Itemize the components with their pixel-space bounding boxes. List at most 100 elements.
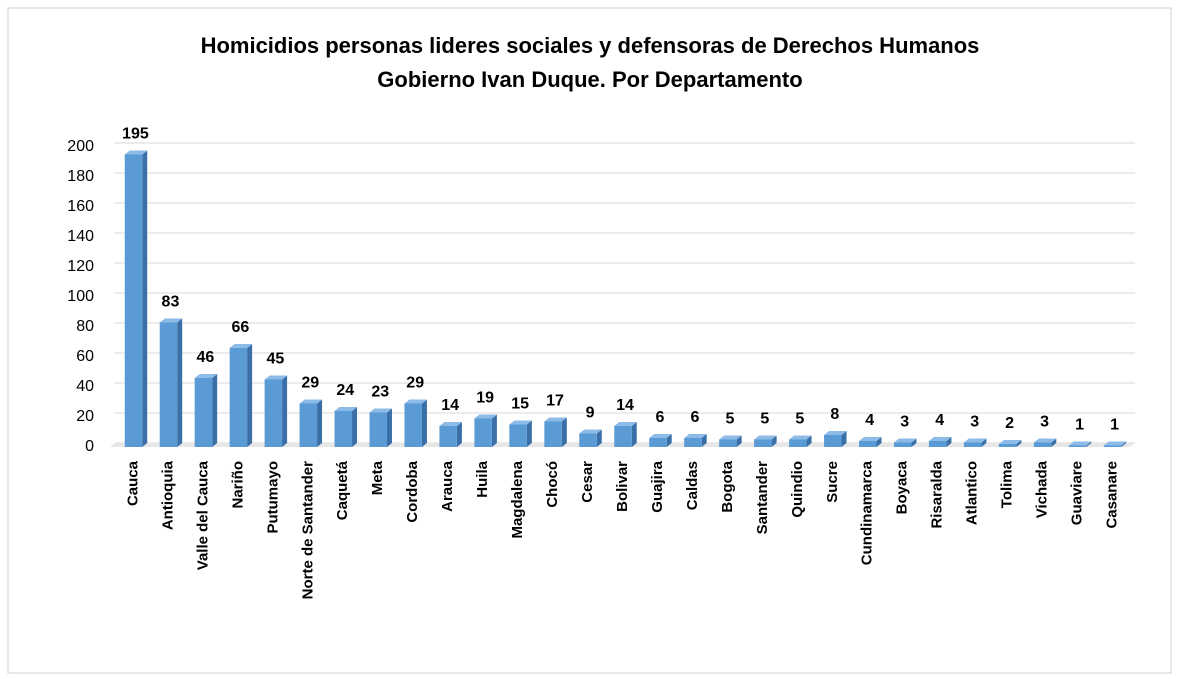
bar [404, 403, 422, 447]
value-label: 66 [231, 319, 249, 336]
y-tick-label: 100 [67, 288, 94, 305]
bar [963, 442, 982, 447]
bar [824, 435, 842, 447]
bar-side [352, 407, 358, 447]
bar-top [474, 414, 497, 419]
bar-top [509, 420, 532, 425]
value-label: 46 [197, 349, 215, 366]
value-label: 4 [865, 412, 874, 429]
bar-top [194, 374, 218, 378]
y-tick-label: 120 [67, 258, 94, 275]
bar [194, 378, 213, 447]
bar-top [1103, 441, 1127, 446]
bar-top [299, 399, 323, 404]
x-tick-label: Vichada [1034, 460, 1051, 518]
bar-side [526, 420, 532, 447]
x-tick-label: Sucre [824, 461, 841, 503]
x-tick-label: Chocó [544, 461, 561, 508]
value-label: 17 [546, 393, 564, 410]
x-tick-label: Antioquia [159, 460, 176, 530]
value-label: 19 [476, 390, 494, 407]
value-label: 5 [725, 411, 734, 428]
value-label: 3 [1040, 414, 1049, 431]
bar-top [928, 437, 952, 441]
y-tick-label: 80 [76, 318, 94, 335]
value-label: 2 [1005, 415, 1014, 432]
bar [544, 421, 562, 447]
value-label: 3 [900, 414, 909, 431]
bar [859, 441, 877, 447]
bar [1103, 445, 1122, 447]
x-tick-label: Caldas [684, 461, 701, 510]
bar-top [859, 437, 882, 441]
value-label: 6 [656, 409, 665, 426]
chart-frame [7, 7, 1172, 674]
x-tick-label: Boyaca [894, 460, 911, 514]
bar [754, 439, 772, 447]
bar-side [212, 374, 218, 447]
bar [159, 322, 178, 447]
x-tick-label: Tolima [999, 460, 1016, 508]
x-tick-label: Bogota [719, 460, 736, 512]
chart-title: Homicidios personas lideres sociales y d… [201, 33, 980, 58]
value-label: 5 [760, 411, 769, 428]
y-tick-label: 60 [76, 348, 94, 365]
bar-top [719, 435, 742, 440]
bar [893, 442, 912, 447]
value-label: 83 [162, 294, 180, 311]
x-tick-label: Bolivar [614, 461, 631, 512]
bar-side [561, 417, 567, 447]
bar [299, 403, 318, 447]
bar-top [824, 431, 847, 435]
bar-top [369, 408, 392, 413]
bar [684, 438, 702, 447]
x-tick-label: Caquetá [334, 460, 351, 520]
bar [614, 426, 632, 447]
value-label: 6 [690, 409, 699, 426]
bar-side [317, 399, 323, 447]
value-label: 8 [830, 406, 839, 423]
bar-side [841, 431, 847, 447]
bar-side [177, 318, 183, 447]
value-label: 15 [511, 396, 529, 413]
x-tick-label: Magdalena [509, 460, 526, 538]
x-tick-label: Quindio [789, 461, 806, 518]
value-label: 9 [586, 405, 595, 422]
value-label: 24 [336, 382, 354, 399]
bar-side [981, 438, 987, 447]
bar-side [491, 414, 497, 447]
bar [579, 433, 597, 447]
value-label: 45 [266, 351, 284, 368]
bar-side [771, 435, 777, 447]
bar [124, 154, 143, 447]
bar-top [1068, 441, 1092, 446]
bar-top [544, 417, 567, 422]
bar-side [247, 344, 253, 447]
y-tick-label: 140 [67, 228, 94, 245]
y-tick-label: 20 [76, 408, 94, 425]
bar-side [806, 435, 812, 447]
bar-top [264, 375, 288, 380]
chart-subtitle: Gobierno Ivan Duque. Por Departamento [377, 67, 802, 92]
x-tick-label: Nariño [229, 461, 246, 509]
bar-side [911, 438, 917, 447]
value-label: 14 [441, 397, 459, 414]
bar-side [736, 435, 742, 447]
bar-top [789, 435, 812, 440]
value-label: 3 [970, 414, 979, 431]
bar-side [596, 429, 602, 447]
bar-side [946, 437, 952, 447]
value-label: 23 [371, 384, 389, 401]
value-label: 195 [122, 126, 149, 143]
bar-side [876, 437, 882, 447]
bar [264, 379, 283, 447]
x-tick-label: Huila [474, 460, 491, 497]
bar-top [229, 344, 253, 348]
value-label: 29 [406, 375, 424, 392]
x-tick-label: Atlantico [964, 461, 981, 525]
x-tick-label: Cundinamarca [859, 460, 876, 565]
bar [789, 439, 807, 447]
bar-side [666, 434, 672, 447]
y-tick-label: 0 [85, 438, 94, 455]
